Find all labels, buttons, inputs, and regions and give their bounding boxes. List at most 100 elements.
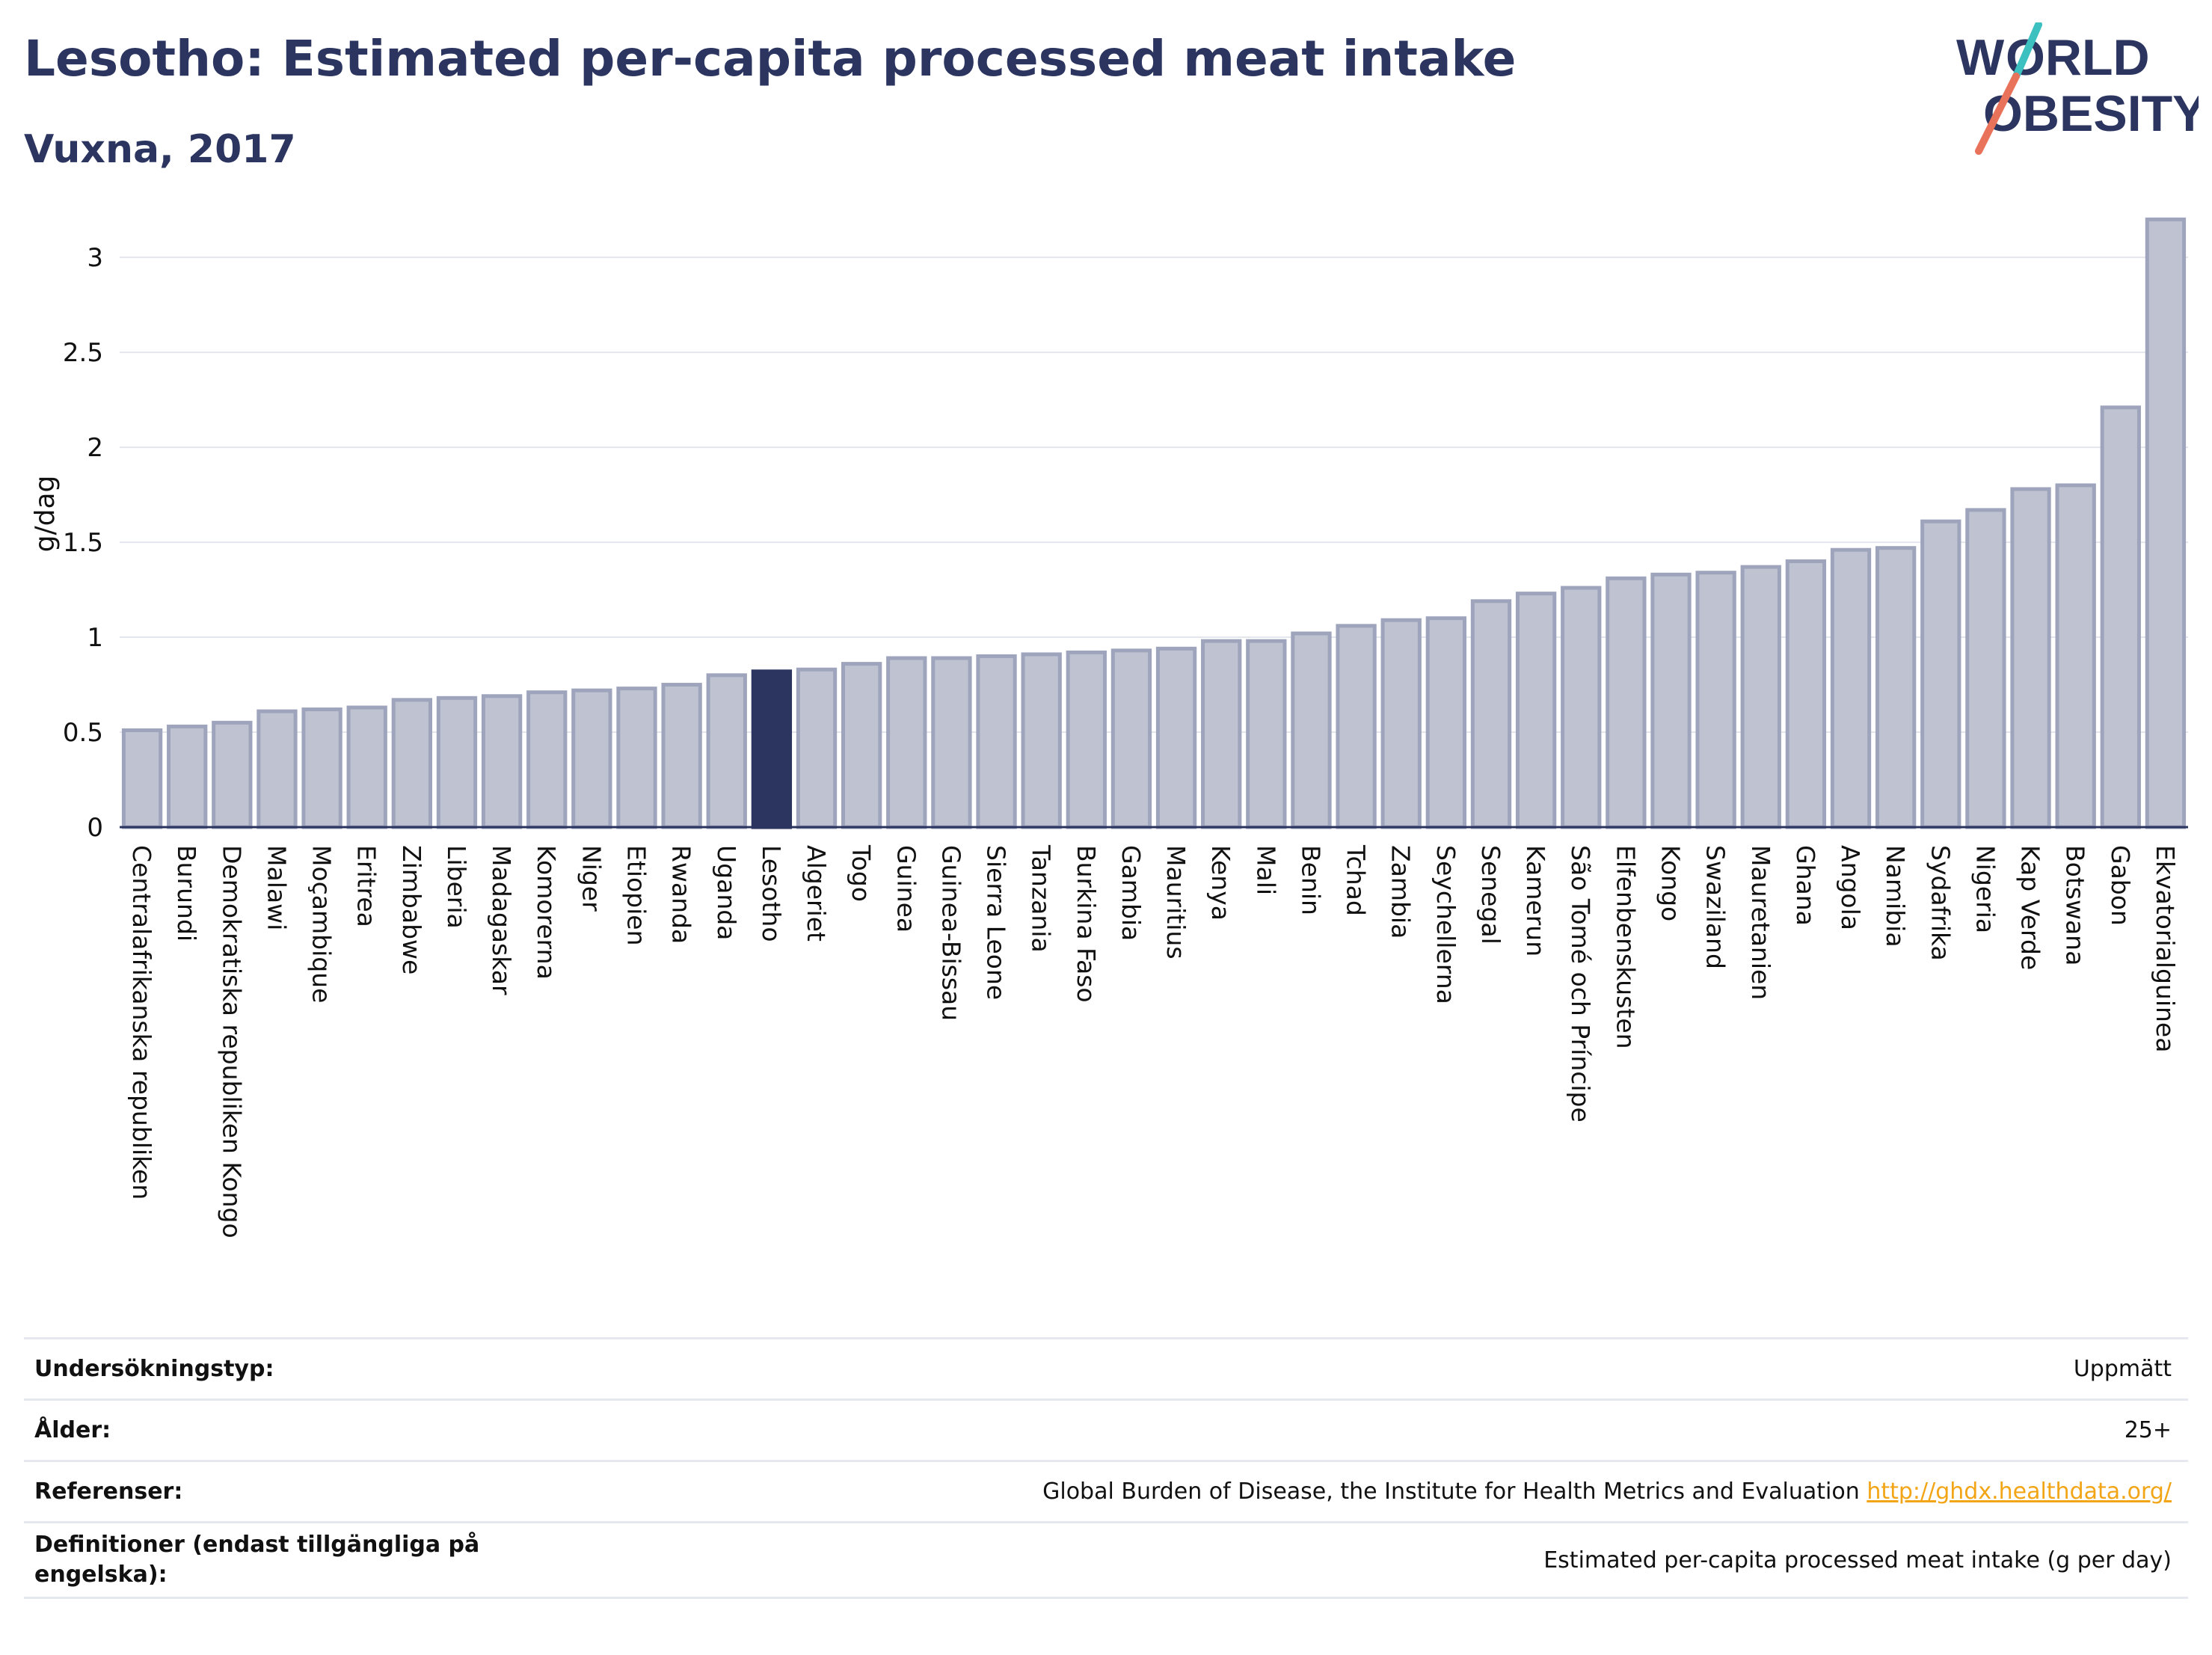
y-tick-label: 2 xyxy=(87,433,103,463)
x-tick-label: Ekvatorialguinea xyxy=(2151,845,2180,1052)
info-label: Ålder: xyxy=(34,1417,111,1443)
x-tick-label: Centralafrikanska republiken xyxy=(127,845,156,1200)
bar[interactable] xyxy=(1470,599,1512,829)
world-obesity-logo[interactable]: W ORLD OBESITY xyxy=(1944,22,2199,157)
logo-teal-stroke xyxy=(2012,22,2042,80)
info-row-age: Ålder: 25+ xyxy=(24,1398,2188,1460)
bar[interactable] xyxy=(2145,217,2187,829)
bar[interactable] xyxy=(301,707,342,829)
x-tick-label: Kamerun xyxy=(1521,845,1550,957)
bar[interactable] xyxy=(167,724,208,829)
y-tick-label: 0.5 xyxy=(63,718,103,748)
x-tick-label: Kongo xyxy=(1656,845,1686,921)
x-tick-label: Ghana xyxy=(1791,845,1820,926)
bar[interactable] xyxy=(1380,618,1422,829)
reference-link[interactable]: http://ghdx.healthdata.org/ xyxy=(1867,1479,2172,1505)
x-tick-label: Gabon xyxy=(2106,845,2135,926)
bar[interactable] xyxy=(121,728,163,829)
x-tick-label: Botswana xyxy=(2061,845,2090,965)
x-tick-label: Tanzania xyxy=(1027,844,1056,953)
bar[interactable] xyxy=(706,673,747,829)
y-tick-label: 1 xyxy=(87,623,103,653)
x-tick-label: Mali xyxy=(1251,845,1280,895)
bar[interactable] xyxy=(391,698,433,829)
bar[interactable] xyxy=(346,705,387,829)
x-tick-label: Zambia xyxy=(1386,845,1416,939)
bar[interactable] xyxy=(1695,571,1736,829)
bar[interactable] xyxy=(2055,483,2096,829)
bar[interactable] xyxy=(1740,565,1781,829)
x-tick-label: Elfenbenskusten xyxy=(1611,845,1640,1049)
x-tick-label: Burkina Faso xyxy=(1072,845,1101,1003)
reference-text: Global Burden of Disease, the Institute … xyxy=(1042,1479,1860,1505)
x-tick-label: Mauretanien xyxy=(1746,845,1775,1000)
bar[interactable] xyxy=(571,688,612,829)
x-tick-label: Liberia xyxy=(442,845,471,929)
x-tick-label: Demokratiska republiken Kongo xyxy=(217,845,246,1238)
y-axis-ticks: 0 0.5 1 1.5 2 2.5 3 xyxy=(63,243,103,843)
bar[interactable] xyxy=(1965,508,2006,829)
bar[interactable] xyxy=(886,656,927,829)
bar[interactable] xyxy=(931,656,972,829)
x-tick-label: Namibia xyxy=(1881,845,1910,948)
x-tick-label: Angola xyxy=(1836,845,1865,930)
info-label: Definitioner (endast tillgängliga på eng… xyxy=(34,1532,480,1588)
x-tick-label: Sydafrika xyxy=(1926,845,1955,961)
bar[interactable] xyxy=(1830,547,1872,829)
bar[interactable] xyxy=(1561,586,1602,829)
bar[interactable] xyxy=(2100,405,2141,829)
bar-chart: 0 0.5 1 1.5 2 2.5 3 Centralafrikanska republik… xyxy=(30,217,2188,1238)
x-tick-label: Uganda xyxy=(712,845,741,940)
chart-title: Lesotho: Estimated per-capita processed … xyxy=(24,30,1517,87)
x-tick-label: Madagaskar xyxy=(487,845,516,995)
chart-bars xyxy=(121,217,2187,829)
bar[interactable] xyxy=(436,696,478,829)
bar[interactable] xyxy=(1291,631,1332,829)
info-value: Estimated per-capita processed meat inta… xyxy=(1543,1547,2172,1573)
x-tick-label: Komorerna xyxy=(532,845,561,980)
bar[interactable] xyxy=(1201,639,1242,829)
bar[interactable] xyxy=(1336,624,1377,829)
bar[interactable] xyxy=(1021,652,1062,829)
chart-subtitle: Vuxna, 2017 xyxy=(24,127,296,172)
x-tick-label: Togo xyxy=(847,844,876,902)
bar[interactable] xyxy=(1606,576,1647,829)
bar[interactable] xyxy=(1155,646,1197,829)
bar[interactable] xyxy=(1066,650,1107,829)
x-tick-label: São Tomé och Príncipe xyxy=(1566,845,1595,1123)
x-tick-label: Kap Verde xyxy=(2016,845,2045,970)
info-value-references: Global Burden of Disease, the Institute … xyxy=(1042,1479,2172,1505)
info-value: Uppmätt xyxy=(2073,1356,2172,1382)
info-label: Undersökningstyp: xyxy=(34,1356,274,1382)
y-tick-label: 0 xyxy=(87,813,103,843)
x-tick-label: Niger xyxy=(577,845,606,912)
bar[interactable] xyxy=(1515,592,1557,829)
bar[interactable] xyxy=(1875,546,1917,829)
bar[interactable] xyxy=(256,709,298,829)
bar[interactable] xyxy=(796,667,838,829)
info-row-definitions: Definitioner (endast tillgängliga på eng… xyxy=(24,1521,2188,1599)
info-value: 25+ xyxy=(2124,1417,2172,1443)
bar-highlighted[interactable] xyxy=(751,669,793,829)
logo-coral-stroke xyxy=(1975,73,2020,155)
bar[interactable] xyxy=(661,683,702,829)
bar[interactable] xyxy=(1110,648,1152,829)
bar[interactable] xyxy=(1246,639,1287,829)
bar[interactable] xyxy=(481,694,523,829)
bar[interactable] xyxy=(841,662,882,829)
bar[interactable] xyxy=(1920,519,1961,829)
bar[interactable] xyxy=(1650,572,1692,829)
bar[interactable] xyxy=(1425,616,1467,829)
x-tick-label: Benin xyxy=(1296,845,1325,915)
bar[interactable] xyxy=(616,687,657,829)
x-tick-label: Gambia xyxy=(1116,845,1146,941)
bar[interactable] xyxy=(212,720,253,829)
bar[interactable] xyxy=(1785,559,1827,829)
x-tick-label: Eritrea xyxy=(352,845,381,927)
info-row-survey-type: Undersökningstyp: Uppmätt xyxy=(24,1337,2188,1398)
bar[interactable] xyxy=(976,654,1017,829)
bar[interactable] xyxy=(2010,487,2051,829)
info-row-references: Referenser: Global Burden of Disease, th… xyxy=(24,1460,2188,1521)
x-tick-label: Senegal xyxy=(1476,845,1505,945)
bar[interactable] xyxy=(526,690,568,829)
